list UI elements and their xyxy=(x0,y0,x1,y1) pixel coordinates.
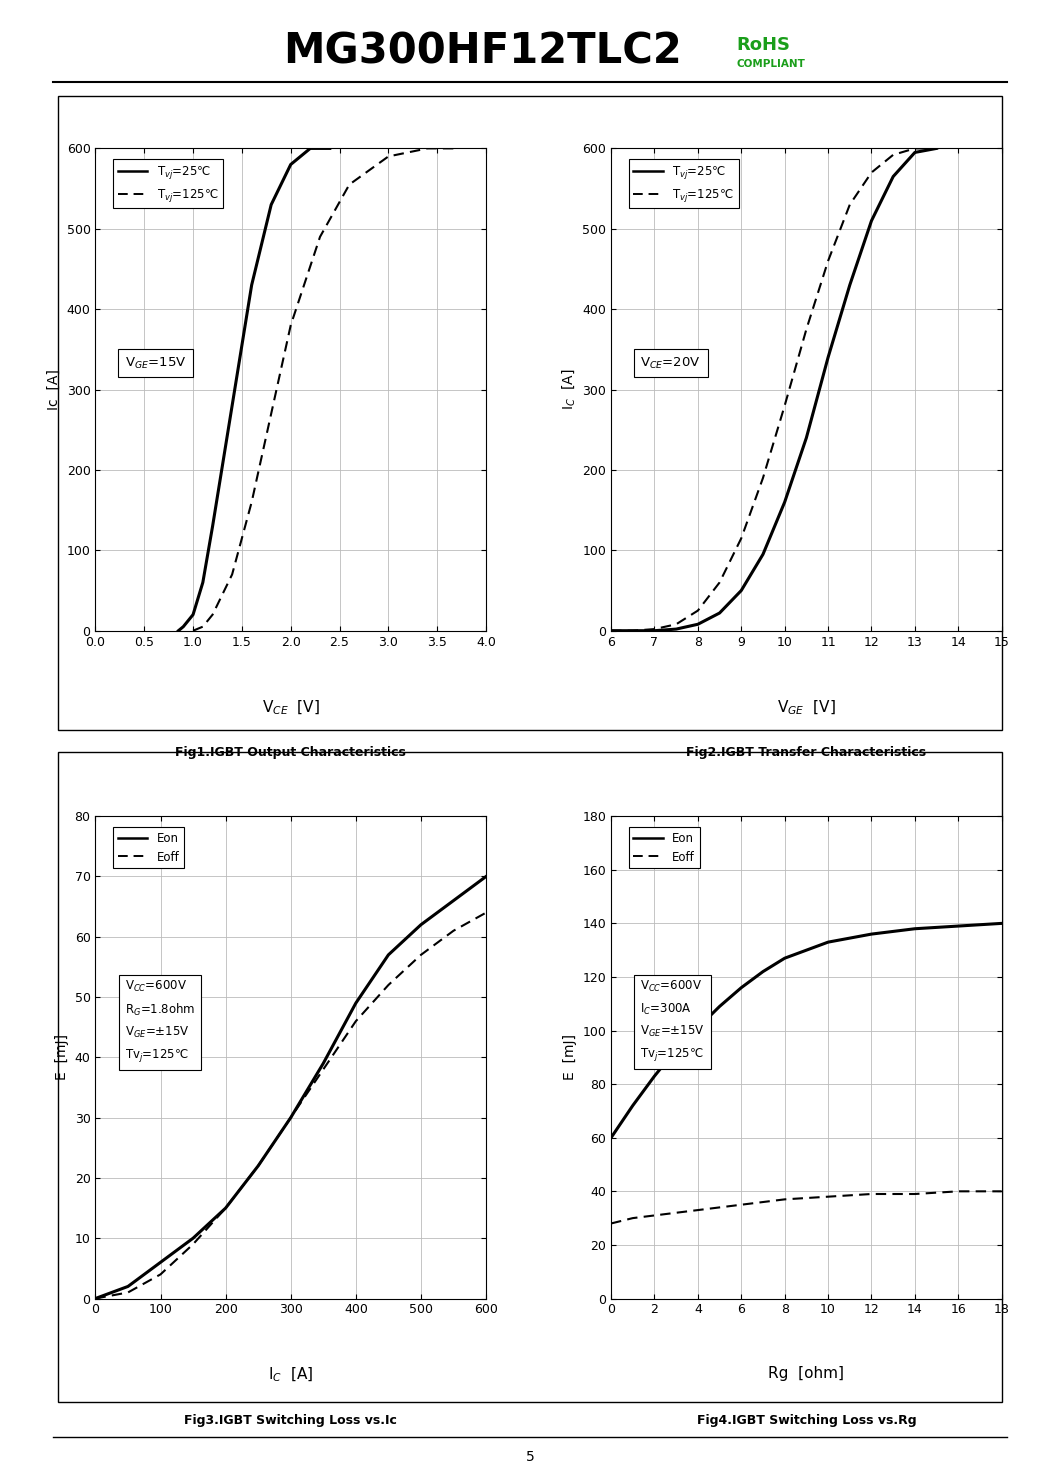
Text: V$_{CC}$=600V
I$_C$=300A
V$_{GE}$=±15V
Tv$_j$=125℃: V$_{CC}$=600V I$_C$=300A V$_{GE}$=±15V T… xyxy=(640,979,705,1063)
Legend: T$_{vj}$=25℃, T$_{vj}$=125℃: T$_{vj}$=25℃, T$_{vj}$=125℃ xyxy=(113,159,223,208)
Text: V$_{GE}$  [V]: V$_{GE}$ [V] xyxy=(777,699,835,717)
Text: V$_{CC}$=600V
R$_G$=1.8ohm
V$_{GE}$=±15V
Tv$_j$=125℃: V$_{CC}$=600V R$_G$=1.8ohm V$_{GE}$=±15V… xyxy=(125,978,195,1064)
Y-axis label: E  [mJ]: E [mJ] xyxy=(55,1034,69,1080)
Y-axis label: E  [mJ]: E [mJ] xyxy=(563,1034,577,1080)
Text: V$_{GE}$=15V: V$_{GE}$=15V xyxy=(125,356,187,371)
Text: RoHS: RoHS xyxy=(737,36,791,53)
Text: Rg  [ohm]: Rg [ohm] xyxy=(768,1365,845,1382)
Legend: T$_{vj}$=25℃, T$_{vj}$=125℃: T$_{vj}$=25℃, T$_{vj}$=125℃ xyxy=(629,159,739,208)
Text: I$_C$  [A]: I$_C$ [A] xyxy=(268,1365,314,1385)
Legend: Eon, Eoff: Eon, Eoff xyxy=(113,827,184,868)
Text: 5: 5 xyxy=(526,1450,534,1465)
Text: Fig4.IGBT Switching Loss vs.Rg: Fig4.IGBT Switching Loss vs.Rg xyxy=(696,1414,916,1428)
Legend: Eon, Eoff: Eon, Eoff xyxy=(629,827,700,868)
Text: Fig3.IGBT Switching Loss vs.Ic: Fig3.IGBT Switching Loss vs.Ic xyxy=(184,1414,398,1428)
Text: Fig1.IGBT Output Characteristics: Fig1.IGBT Output Characteristics xyxy=(175,746,406,760)
Text: COMPLIANT: COMPLIANT xyxy=(737,59,806,68)
Text: V$_{CE}$=20V: V$_{CE}$=20V xyxy=(640,356,701,371)
Text: Fig2.IGBT Transfer Characteristics: Fig2.IGBT Transfer Characteristics xyxy=(686,746,926,760)
Text: V$_{CE}$  [V]: V$_{CE}$ [V] xyxy=(262,699,320,717)
Y-axis label: Ic  [A]: Ic [A] xyxy=(47,370,61,410)
Y-axis label: I$_C$  [A]: I$_C$ [A] xyxy=(560,370,577,410)
Text: MG300HF12TLC2: MG300HF12TLC2 xyxy=(283,31,682,73)
